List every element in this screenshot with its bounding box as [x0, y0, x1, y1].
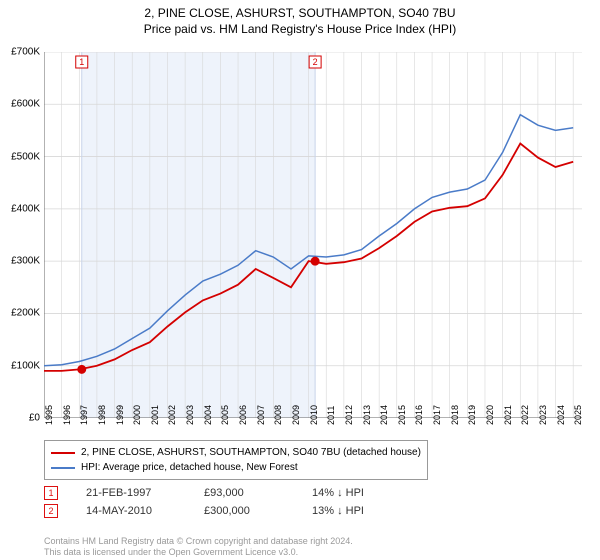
- legend-label: HPI: Average price, detached house, New …: [81, 460, 298, 475]
- x-tick-label: 2001: [150, 405, 160, 425]
- x-tick-label: 2020: [485, 405, 495, 425]
- svg-text:1: 1: [79, 57, 84, 67]
- marker-date: 14-MAY-2010: [86, 505, 176, 517]
- footer-note: Contains HM Land Registry data © Crown c…: [44, 536, 353, 558]
- x-tick-label: 2003: [185, 405, 195, 425]
- page-title: 2, PINE CLOSE, ASHURST, SOUTHAMPTON, SO4…: [0, 6, 600, 20]
- x-tick-label: 2010: [309, 405, 319, 425]
- marker-delta: 14% ↓ HPI: [312, 487, 402, 499]
- x-tick-label: 2025: [573, 405, 583, 425]
- x-tick-label: 2023: [538, 405, 548, 425]
- footer-line-2: This data is licensed under the Open Gov…: [44, 547, 353, 558]
- footer-line-1: Contains HM Land Registry data © Crown c…: [44, 536, 353, 547]
- marker-date: 21-FEB-1997: [86, 487, 176, 499]
- chart: 12: [44, 52, 582, 418]
- x-tick-label: 1999: [115, 405, 125, 425]
- x-tick-label: 2005: [220, 405, 230, 425]
- marker-number-box: 2: [44, 504, 58, 518]
- x-tick-label: 2017: [432, 405, 442, 425]
- x-tick-label: 2009: [291, 405, 301, 425]
- x-tick-label: 1996: [62, 405, 72, 425]
- y-tick-label: £400K: [11, 203, 40, 214]
- marker-delta: 13% ↓ HPI: [312, 505, 402, 517]
- x-tick-label: 2004: [203, 405, 213, 425]
- legend-swatch: [51, 467, 75, 469]
- x-tick-label: 2022: [520, 405, 530, 425]
- x-tick-label: 2002: [167, 405, 177, 425]
- x-tick-label: 2019: [467, 405, 477, 425]
- y-tick-label: £100K: [11, 360, 40, 371]
- marker-number-box: 1: [44, 486, 58, 500]
- y-axis: £0£100K£200K£300K£400K£500K£600K£700K: [0, 52, 42, 418]
- x-tick-label: 1995: [44, 405, 54, 425]
- y-tick-label: £700K: [11, 47, 40, 58]
- x-tick-label: 2007: [256, 405, 266, 425]
- y-tick-label: £600K: [11, 99, 40, 110]
- x-tick-label: 2012: [344, 405, 354, 425]
- y-tick-label: £300K: [11, 256, 40, 267]
- y-tick-label: £0: [29, 413, 40, 424]
- x-tick-label: 2018: [450, 405, 460, 425]
- legend-item: 2, PINE CLOSE, ASHURST, SOUTHAMPTON, SO4…: [51, 445, 421, 460]
- x-tick-label: 2011: [326, 406, 336, 425]
- x-tick-label: 2021: [503, 405, 513, 425]
- page-subtitle: Price paid vs. HM Land Registry's House …: [0, 22, 600, 36]
- x-tick-label: 2000: [132, 405, 142, 425]
- x-tick-label: 2015: [397, 405, 407, 425]
- marker-price: £300,000: [204, 505, 284, 517]
- x-tick-label: 2008: [273, 405, 283, 425]
- legend-item: HPI: Average price, detached house, New …: [51, 460, 421, 475]
- y-tick-label: £200K: [11, 308, 40, 319]
- x-tick-label: 2014: [379, 405, 389, 425]
- y-tick-label: £500K: [11, 151, 40, 162]
- x-tick-label: 2006: [238, 405, 248, 425]
- legend-label: 2, PINE CLOSE, ASHURST, SOUTHAMPTON, SO4…: [81, 445, 421, 460]
- legend-swatch: [51, 452, 75, 454]
- legend: 2, PINE CLOSE, ASHURST, SOUTHAMPTON, SO4…: [44, 440, 428, 480]
- sale-marker-row: 1 21-FEB-1997 £93,000 14% ↓ HPI: [44, 484, 402, 502]
- x-tick-label: 2013: [362, 405, 372, 425]
- sale-markers: 1 21-FEB-1997 £93,000 14% ↓ HPI 2 14-MAY-2010…: [44, 484, 402, 520]
- x-tick-label: 2016: [414, 405, 424, 425]
- sale-marker-row: 2 14-MAY-2010 £300,000 13% ↓ HPI: [44, 502, 402, 520]
- svg-text:2: 2: [313, 57, 318, 67]
- x-axis: 1995199619971998199920002001200220032004…: [44, 420, 582, 438]
- marker-price: £93,000: [204, 487, 284, 499]
- x-tick-label: 1998: [97, 405, 107, 425]
- x-tick-label: 1997: [79, 405, 89, 425]
- x-tick-label: 2024: [556, 405, 566, 425]
